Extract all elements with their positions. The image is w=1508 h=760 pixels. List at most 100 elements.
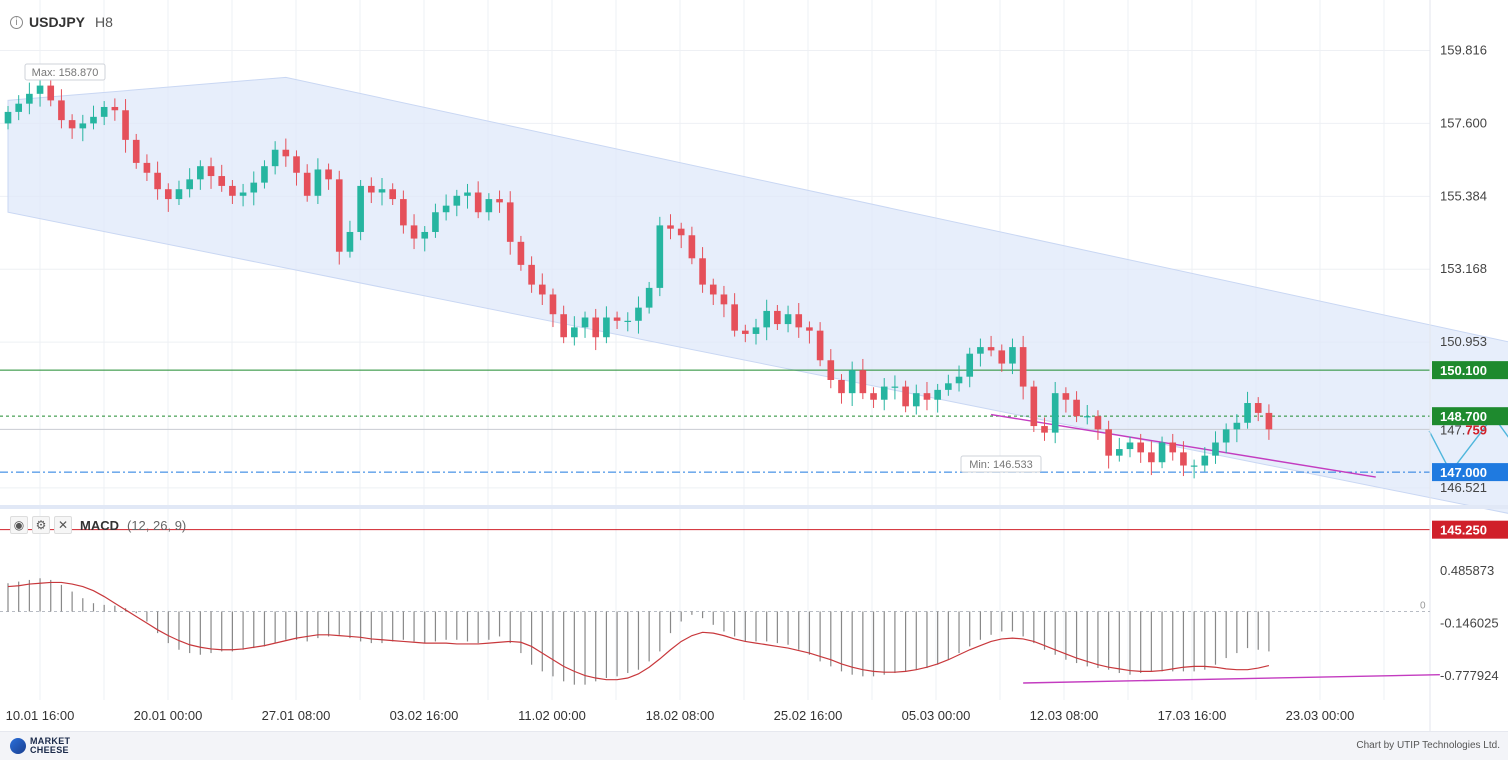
candle-body <box>1201 455 1209 466</box>
candle-body <box>207 166 215 177</box>
info-icon[interactable]: i <box>10 15 23 29</box>
indicator-name: MACD <box>80 517 119 533</box>
candle-body <box>1158 442 1166 463</box>
candle-body <box>859 370 867 394</box>
candle-body <box>271 149 279 167</box>
candle-body <box>1126 442 1134 450</box>
candle-body <box>122 110 129 140</box>
candle-body <box>987 347 995 351</box>
time-tick-label: 23.03 00:00 <box>1286 708 1355 723</box>
candle-body <box>848 370 856 394</box>
candle-body <box>58 100 65 121</box>
candle-body <box>1169 442 1177 453</box>
wrench-icon[interactable]: ⚙ <box>32 516 50 534</box>
eye-icon[interactable]: ◉ <box>10 516 28 534</box>
timeframe-label[interactable]: H8 <box>95 14 113 30</box>
price-tick-label: 153.168 <box>1440 261 1487 276</box>
candle-body <box>346 231 354 252</box>
candle-body <box>164 189 172 200</box>
candle-body <box>1105 429 1112 456</box>
level-tag: 148.700 <box>1432 407 1508 426</box>
macd-histogram <box>7 578 1270 685</box>
level-tag-box <box>1432 407 1508 426</box>
close-icon[interactable]: ✕ <box>54 516 72 534</box>
max-label-box <box>24 63 106 81</box>
candle-body <box>603 317 610 338</box>
level-tag-text: 145.250 <box>1440 523 1487 538</box>
candle-body <box>1137 442 1144 453</box>
candle-body <box>816 330 824 361</box>
candle-body <box>111 106 119 111</box>
pane-separator[interactable] <box>0 505 1508 509</box>
min-label: Min: 146.533 <box>960 455 1042 473</box>
level-tag: 150.100 <box>1432 361 1508 380</box>
time-tick-label: 11.02 00:00 <box>518 708 586 723</box>
chart-canvas[interactable]: Max: 158.870 Min: 146.533 159.816157.6001… <box>0 0 1508 731</box>
candle-body <box>624 320 632 322</box>
candle-body <box>453 195 461 206</box>
time-tick-label: 25.02 16:00 <box>774 708 843 723</box>
candle-body <box>966 353 974 377</box>
candle-body <box>677 228 685 236</box>
candle-body <box>613 317 621 321</box>
candle-body <box>335 179 343 252</box>
candle-body <box>389 189 396 200</box>
candle-body <box>891 386 899 388</box>
candle-body <box>143 162 151 173</box>
level-tags: 150.100 148.700 147.000 145.250 <box>1432 361 1508 539</box>
candle-body <box>560 314 567 338</box>
candle-body <box>945 383 952 390</box>
candle-body <box>1062 393 1070 400</box>
macd-signal-line <box>7 581 1270 681</box>
candle-body <box>827 360 835 380</box>
candle-body <box>1212 442 1219 456</box>
extreme-labels: Max: 158.870 Min: 146.533 <box>24 63 1042 473</box>
candle-body <box>752 327 760 334</box>
candle-body <box>635 307 642 321</box>
symbol-label: USDJPY <box>29 14 86 30</box>
candle-body <box>197 166 204 180</box>
price-axis: 159.816 157.600 155.384 153.168 150.953 146.5… <box>1440 43 1487 495</box>
zero-label: 0 <box>1420 601 1426 612</box>
time-tick-label: 18.02 08:00 <box>646 708 715 723</box>
candle-body <box>1222 429 1230 443</box>
candle-body <box>464 192 471 196</box>
time-tick-label: 20.01 00:00 <box>134 708 203 723</box>
time-tick-label: 10.01 16:00 <box>6 708 75 723</box>
candle-body <box>485 199 493 213</box>
candle-body <box>68 120 76 129</box>
time-tick-label: 03.02 16:00 <box>390 708 459 723</box>
level-tag: 147.000 <box>1432 463 1508 482</box>
candle-body <box>186 179 193 190</box>
candle-body <box>282 149 290 157</box>
market-cheese-logo[interactable]: MARKET CHEESE <box>10 737 70 755</box>
logo-mark-icon <box>10 738 26 754</box>
candles <box>4 77 1273 479</box>
candle-body <box>357 185 364 232</box>
macd-zero-line: 0 <box>0 601 1430 613</box>
level-tag: 145.250 <box>1432 520 1508 539</box>
candle-body <box>870 393 877 400</box>
candle-body <box>784 314 792 325</box>
candle-body <box>742 330 749 334</box>
candle-body <box>26 93 33 104</box>
candle-body <box>923 393 931 400</box>
candle-body <box>1019 347 1027 387</box>
candle-body <box>47 85 55 101</box>
chart-header: i USDJPY H8 <box>10 14 113 30</box>
candle-body <box>1051 393 1059 433</box>
candle-body <box>1244 403 1251 423</box>
candle-body <box>645 287 653 308</box>
candle-body <box>36 85 44 94</box>
min-label-box <box>960 455 1042 473</box>
candle-body <box>1233 422 1241 430</box>
candle-body <box>709 284 717 295</box>
candle-body <box>699 258 706 285</box>
level-tag-text: 147.000 <box>1440 465 1487 480</box>
candle-body <box>1180 452 1187 466</box>
max-label: Max: 158.870 <box>24 63 106 81</box>
time-tick-label: 05.03 00:00 <box>902 708 971 723</box>
candle-body <box>538 284 546 295</box>
level-tag-box <box>1432 463 1508 482</box>
candle-body <box>934 389 941 400</box>
